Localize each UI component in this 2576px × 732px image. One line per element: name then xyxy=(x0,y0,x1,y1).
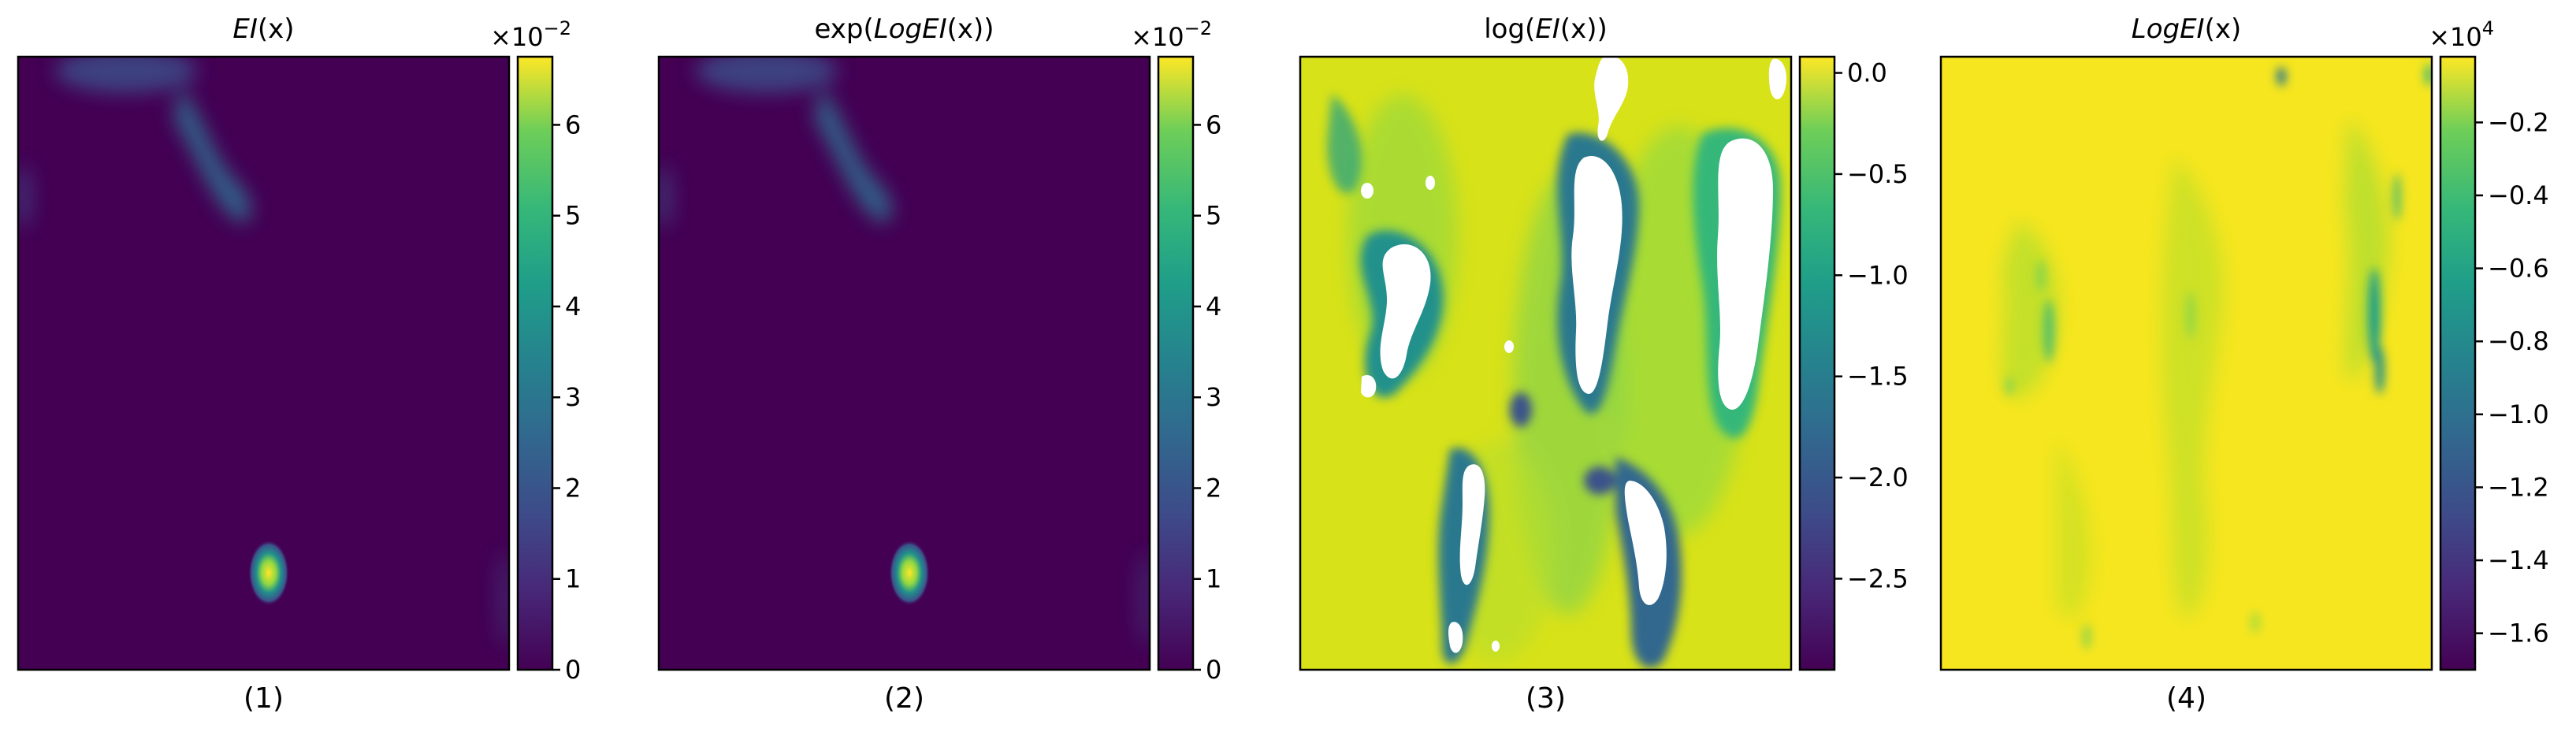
chart-title-1: EI(x) xyxy=(232,13,294,45)
plot-frame-3 xyxy=(1299,55,1793,671)
colorbar-tick-label-3: 0.0 xyxy=(1847,58,1887,88)
colorbar-tick-label-1: 6 xyxy=(565,110,581,139)
panel-caption-1: (1) xyxy=(243,682,284,715)
colorbar-tick-label-3: −1.0 xyxy=(1847,260,1909,290)
colorbar-tick-label-4: −1.2 xyxy=(2488,472,2549,502)
colorbar-4 xyxy=(2439,55,2477,671)
colorbar-tick-label-1: 4 xyxy=(565,292,581,321)
colorbar-tick-label-1: 0 xyxy=(565,655,581,685)
colorbar-tick-label-1: 2 xyxy=(565,473,581,503)
colorbar-2 xyxy=(1157,55,1195,671)
colorbar-tick-label-1: 1 xyxy=(565,564,581,594)
hotspot-2 xyxy=(889,540,930,606)
colorbar-tick-label-4: −0.4 xyxy=(2488,180,2549,210)
colorbar-tick-label-4: −1.0 xyxy=(2488,399,2549,429)
colorbar-tick-label-4: −0.8 xyxy=(2488,326,2549,356)
colorbar-tick-label-2: 1 xyxy=(1206,564,1221,594)
colorbar-tick-label-2: 4 xyxy=(1206,292,1221,321)
panel-caption-4: (4) xyxy=(2166,682,2206,715)
colorbar-tick-label-2: 0 xyxy=(1206,655,1221,685)
colorbar-tick-label-2: 5 xyxy=(1206,201,1221,231)
hotspot-1 xyxy=(248,540,289,606)
heatmap-1 xyxy=(18,57,509,670)
colorbar-multiplier-1: ×10−2 xyxy=(490,17,571,52)
plot-frame-1 xyxy=(17,55,511,671)
colorbar-multiplier-2: ×10−2 xyxy=(1131,17,1212,52)
panel-caption-3: (3) xyxy=(1526,682,1566,715)
colorbar-tick-label-4: −0.2 xyxy=(2488,107,2549,137)
colorbar-tick-label-4: −1.6 xyxy=(2488,619,2549,648)
chart-title-2: exp(LogEI(x)) xyxy=(814,13,994,45)
colorbar-multiplier-4: ×104 xyxy=(2429,17,2494,52)
colorbar-tick-label-2: 2 xyxy=(1206,473,1221,503)
panel-caption-2: (2) xyxy=(884,682,924,715)
colorbar-tick-label-3: −2.0 xyxy=(1847,463,1909,492)
heatmap-2 xyxy=(659,57,1150,670)
colorbar-tick-label-2: 3 xyxy=(1206,382,1221,412)
colorbar-tick-label-3: −1.5 xyxy=(1847,362,1909,392)
plot-frame-4 xyxy=(1939,55,2433,671)
colorbar-tick-label-4: −1.4 xyxy=(2488,545,2549,575)
undefined-regions xyxy=(1361,57,1787,653)
heatmap-4 xyxy=(1941,57,2432,670)
heatmap-3 xyxy=(1300,57,1791,670)
plot-frame-2 xyxy=(657,55,1151,671)
colorbar-tick-label-3: −0.5 xyxy=(1847,159,1909,189)
colorbar-1 xyxy=(516,55,554,671)
chart-title-4: LogEI(x) xyxy=(2132,13,2242,45)
chart-title-3: log(EI(x)) xyxy=(1484,13,1608,45)
colorbar-tick-label-2: 6 xyxy=(1206,110,1221,139)
colorbar-tick-label-4: −0.6 xyxy=(2488,254,2549,284)
colorbar-3 xyxy=(1798,55,1836,671)
colorbar-tick-label-1: 3 xyxy=(565,382,581,412)
colorbar-tick-label-1: 5 xyxy=(565,201,581,231)
colorbar-tick-label-3: −2.5 xyxy=(1847,563,1909,593)
